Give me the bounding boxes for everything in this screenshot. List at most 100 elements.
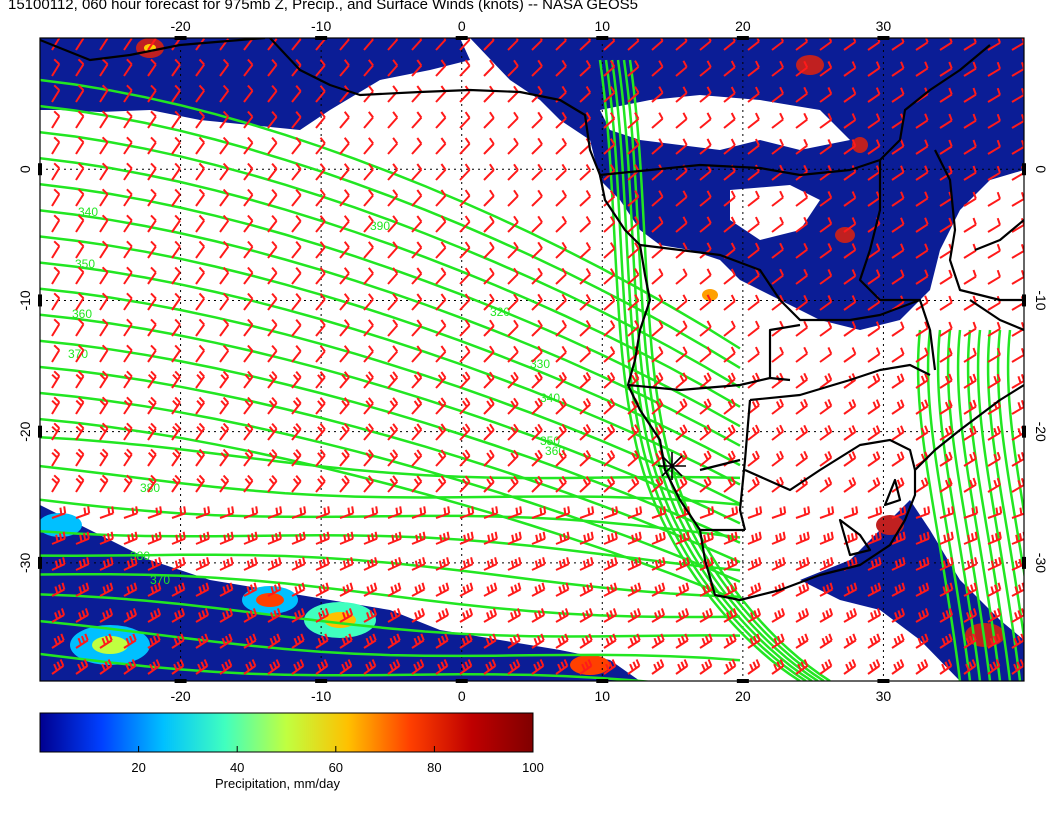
wind-barb	[75, 38, 85, 51]
wind-barb	[915, 531, 930, 545]
wind-barb	[219, 422, 230, 441]
wind-barb	[219, 58, 230, 77]
wind-barb	[171, 474, 181, 493]
wind-barb	[891, 191, 905, 207]
wind-barb	[867, 531, 882, 545]
wind-barb	[123, 84, 133, 103]
wind-barb	[363, 608, 378, 623]
wind-barb	[339, 59, 350, 77]
wind-barb	[171, 633, 185, 649]
wind-barb	[723, 112, 736, 129]
wind-barb	[387, 423, 399, 441]
wind-barb	[51, 370, 61, 389]
wind-barb	[675, 86, 688, 103]
wind-barb	[843, 451, 857, 467]
wind-barb	[315, 608, 330, 623]
contour-line	[976, 329, 1022, 681]
wind-barb	[891, 451, 905, 467]
wind-barb	[939, 295, 953, 311]
contour-line	[40, 313, 741, 525]
wind-barb	[579, 531, 594, 545]
wind-barb	[315, 506, 331, 519]
wind-barb	[51, 448, 61, 467]
wind-barb	[171, 582, 186, 597]
wind-barb	[555, 475, 567, 493]
wind-barb	[675, 216, 688, 233]
wind-barb	[339, 608, 354, 623]
wind-barb	[195, 582, 210, 597]
wind-barb	[771, 190, 785, 207]
wind-barb	[795, 294, 809, 311]
wind-barb	[819, 112, 833, 129]
wind-barb	[75, 84, 85, 103]
wind-barb	[291, 531, 306, 545]
wind-barb	[459, 163, 471, 181]
wind-barb	[867, 425, 881, 441]
wind-barb	[723, 86, 736, 103]
wind-barb	[411, 633, 425, 649]
wind-barb	[819, 294, 833, 311]
wind-barb	[459, 189, 471, 207]
wind-barb	[747, 190, 760, 207]
wind-barb	[219, 582, 234, 597]
wind-barb	[459, 371, 471, 389]
wind-barb	[531, 531, 546, 545]
wind-barb	[579, 659, 593, 675]
wind-barb	[291, 345, 302, 363]
wind-barb	[675, 268, 688, 285]
country-border	[838, 478, 902, 557]
wind-barb	[195, 318, 206, 337]
wind-barb	[219, 557, 234, 571]
wind-barb	[435, 267, 447, 285]
wind-barb	[507, 531, 522, 545]
wind-barb	[75, 474, 85, 493]
wind-barb	[627, 112, 640, 129]
wind-barb	[867, 373, 881, 389]
wind-barb	[483, 582, 498, 597]
wind-barb	[267, 608, 282, 623]
wind-barb	[819, 659, 833, 675]
wind-barb	[171, 214, 181, 233]
wind-barb	[939, 347, 953, 363]
wind-barb	[363, 319, 374, 337]
wind-barb	[747, 633, 761, 649]
wind-barb	[147, 38, 157, 51]
wind-barb	[267, 240, 278, 259]
wind-barb	[627, 659, 641, 675]
wind-barb	[963, 373, 977, 389]
wind-barb	[435, 345, 447, 363]
wind-barb	[243, 344, 254, 363]
wind-barb	[435, 397, 447, 415]
wind-barb	[507, 293, 519, 311]
contour-line	[40, 130, 741, 389]
wind-barb	[603, 268, 616, 285]
wind-barb	[171, 344, 181, 363]
wind-barb	[243, 531, 258, 545]
wind-barb	[843, 38, 857, 51]
wind-barb	[915, 321, 929, 337]
wind-barb	[747, 424, 760, 441]
wind-barb	[579, 633, 593, 649]
wind-barb	[603, 372, 616, 389]
wind-barb	[291, 557, 306, 571]
wind-barb	[987, 506, 1003, 519]
wind-barb	[435, 241, 447, 259]
wind-barb	[51, 162, 61, 181]
wind-barb	[51, 84, 61, 103]
wind-barb	[819, 476, 833, 493]
wind-barb	[171, 110, 181, 129]
wind-barb	[123, 162, 133, 181]
wind-barb	[123, 370, 133, 389]
wind-barb	[771, 138, 785, 155]
wind-barb	[147, 136, 157, 155]
wind-barb	[315, 659, 329, 675]
wind-barb	[411, 531, 426, 545]
wind-barb	[507, 267, 519, 285]
wind-barb	[147, 110, 157, 129]
wind-barb	[123, 633, 137, 649]
wind-barb	[483, 189, 495, 207]
wind-barb	[531, 267, 543, 285]
wind-barb	[891, 38, 905, 51]
wind-barb	[459, 608, 474, 623]
wind-barb	[987, 321, 1001, 337]
